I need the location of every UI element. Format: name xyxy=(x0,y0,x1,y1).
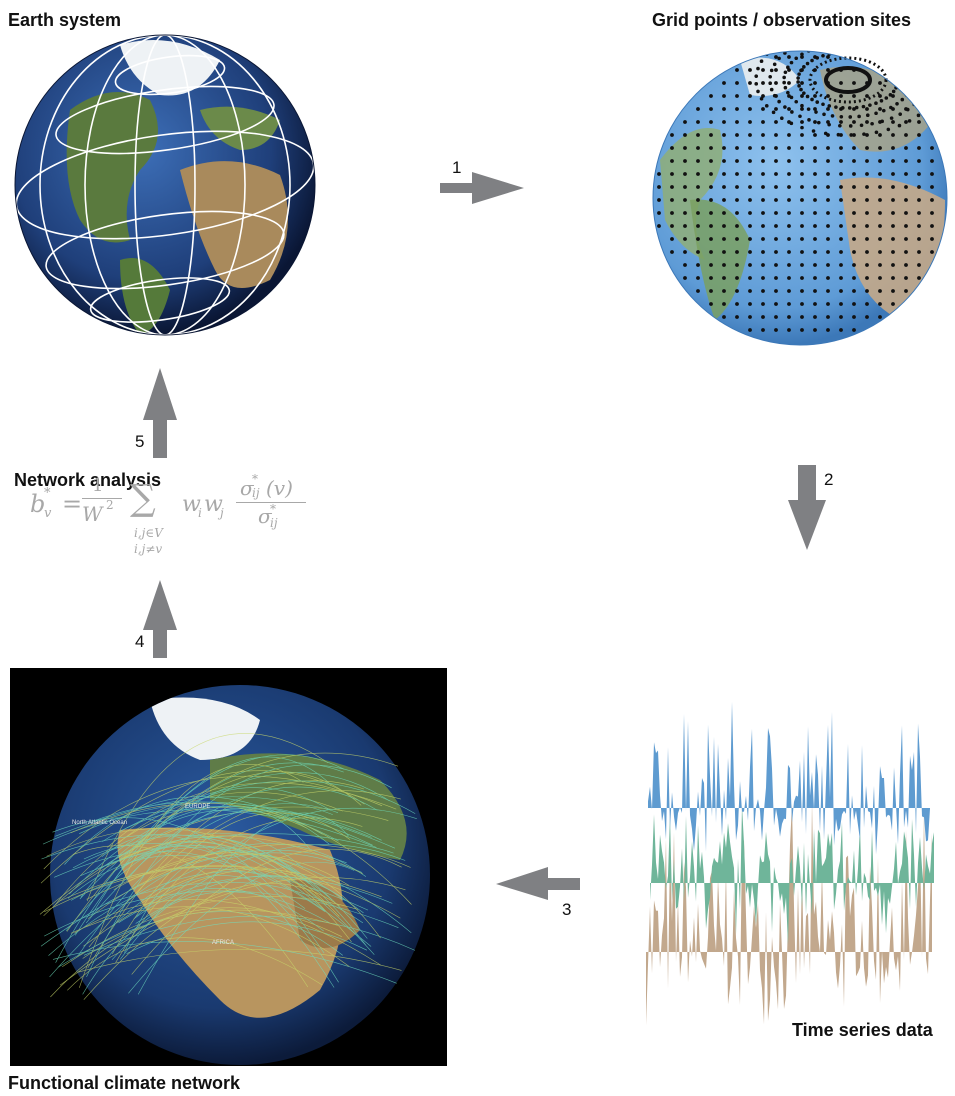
step-number-3: 3 xyxy=(562,900,572,919)
arrow-2-down xyxy=(788,465,826,550)
earth-system-globe xyxy=(14,34,316,336)
network-analysis-label: Network analysis xyxy=(14,470,162,490)
step-number-4: 4 xyxy=(135,632,145,651)
step-number-1: 1 xyxy=(452,158,462,177)
series-green xyxy=(650,805,934,946)
step-number-5: 5 xyxy=(135,432,145,451)
arrow-4-up xyxy=(143,580,177,658)
grid-points-label: Grid points / observation sites xyxy=(652,10,912,30)
map-label-ocean: North Atlantic Ocean xyxy=(72,820,127,826)
earth-system-label: Earth system xyxy=(8,10,122,30)
grid-points-globe xyxy=(652,50,948,346)
arrow-1-right xyxy=(440,172,524,204)
functional-network-image: North Atlantic Ocean EUROPE AFRICA xyxy=(10,668,447,1066)
arrow-5-up xyxy=(143,368,177,458)
map-label-europe: EUROPE xyxy=(185,804,210,810)
time-series-label: Time series data xyxy=(792,1020,933,1040)
betweenness-formula: b * v = 1 W 2 ∑ i,j∈V i,j≠v w i w j σ * … xyxy=(30,472,330,564)
series-tan xyxy=(646,801,932,1026)
map-label-africa: AFRICA xyxy=(212,940,234,946)
time-series-plot xyxy=(646,701,934,1026)
arrow-3-left xyxy=(496,867,580,900)
series-blue xyxy=(648,701,930,855)
step-number-2: 2 xyxy=(824,470,834,489)
functional-network-label: Functional climate network xyxy=(8,1073,241,1093)
